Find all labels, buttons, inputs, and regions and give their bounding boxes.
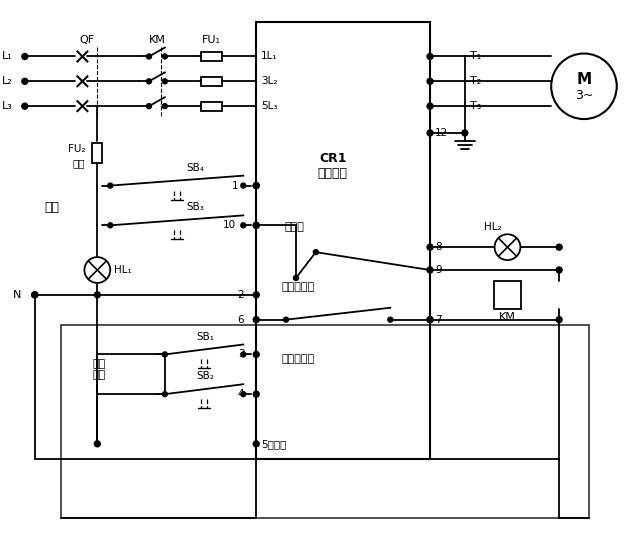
Text: 1L₁: 1L₁ (261, 51, 278, 62)
Text: L₃: L₃ (2, 101, 13, 111)
Text: T₂: T₂ (469, 76, 481, 86)
Circle shape (147, 79, 152, 84)
Text: HL₁: HL₁ (114, 265, 132, 275)
Text: FU₂: FU₂ (68, 144, 85, 154)
Circle shape (427, 130, 433, 136)
Circle shape (241, 183, 246, 188)
Bar (201, 77, 222, 86)
Text: 复位: 复位 (73, 158, 85, 168)
Text: 旁路继电器: 旁路继电器 (281, 354, 314, 365)
Text: 启动
停止: 启动 停止 (92, 359, 106, 380)
Text: L₁: L₁ (2, 51, 13, 62)
Circle shape (313, 250, 318, 255)
Bar (92, 143, 103, 163)
Text: 9: 9 (435, 265, 441, 275)
Circle shape (22, 78, 28, 84)
Circle shape (32, 292, 38, 298)
Text: 3: 3 (238, 349, 245, 360)
Text: T₁: T₁ (469, 51, 481, 62)
Bar (494, 281, 522, 309)
Bar (201, 102, 222, 111)
Circle shape (32, 292, 38, 298)
Text: L₂: L₂ (2, 76, 13, 86)
Circle shape (254, 317, 259, 323)
Text: SB₄: SB₄ (187, 163, 204, 173)
Circle shape (462, 130, 468, 136)
Text: SB₂: SB₂ (197, 371, 215, 382)
Text: SB₃: SB₃ (187, 202, 204, 213)
Circle shape (388, 317, 393, 322)
Circle shape (162, 352, 168, 357)
Text: 公共端: 公共端 (284, 222, 304, 232)
Circle shape (427, 267, 433, 273)
Circle shape (22, 53, 28, 59)
Circle shape (147, 54, 152, 59)
Circle shape (427, 103, 433, 109)
Circle shape (162, 392, 168, 397)
Text: 故障继电器: 故障继电器 (281, 282, 314, 292)
Text: 2: 2 (238, 290, 245, 300)
Circle shape (94, 292, 100, 298)
Circle shape (108, 223, 113, 228)
Circle shape (241, 223, 246, 228)
Circle shape (427, 244, 433, 250)
Circle shape (22, 103, 28, 109)
Circle shape (254, 183, 259, 189)
Circle shape (254, 441, 259, 447)
Circle shape (241, 352, 246, 357)
Circle shape (108, 183, 113, 188)
Circle shape (294, 275, 299, 281)
Text: N: N (13, 290, 21, 300)
Circle shape (147, 104, 152, 108)
Circle shape (427, 317, 433, 323)
Text: T₃: T₃ (469, 101, 481, 111)
Bar (61, 325, 589, 518)
Circle shape (162, 79, 168, 84)
Text: KM: KM (148, 34, 166, 45)
Circle shape (254, 352, 259, 358)
Text: 8: 8 (435, 242, 441, 252)
Text: M: M (576, 72, 592, 87)
Text: SB₁: SB₁ (197, 331, 215, 342)
Text: 6: 6 (238, 314, 245, 325)
Circle shape (427, 53, 433, 59)
Circle shape (254, 292, 259, 298)
Text: 5L₃: 5L₃ (261, 101, 278, 111)
Text: KM: KM (499, 312, 516, 322)
Circle shape (162, 54, 168, 59)
Text: 1: 1 (232, 180, 238, 191)
Text: 10: 10 (223, 220, 236, 231)
Circle shape (427, 78, 433, 84)
Circle shape (254, 222, 259, 228)
Circle shape (94, 441, 100, 447)
Text: 3L₂: 3L₂ (261, 76, 278, 86)
Circle shape (254, 222, 259, 228)
Text: 软启动器: 软启动器 (318, 167, 348, 180)
Text: 3~: 3~ (575, 89, 593, 102)
Text: 12: 12 (435, 128, 448, 138)
Circle shape (254, 391, 259, 397)
Bar (201, 52, 222, 61)
Text: HL₂: HL₂ (483, 222, 501, 232)
Text: QF: QF (80, 34, 95, 45)
Text: 5公共端: 5公共端 (261, 439, 287, 449)
Text: FU₁: FU₁ (202, 34, 221, 45)
Circle shape (556, 317, 562, 323)
Circle shape (556, 244, 562, 250)
Circle shape (162, 104, 168, 108)
Bar (256, 22, 430, 459)
Text: CR1: CR1 (319, 152, 347, 165)
Circle shape (241, 392, 246, 397)
Text: 急停: 急停 (45, 201, 60, 214)
Text: 7: 7 (435, 314, 441, 325)
Circle shape (254, 183, 259, 189)
Circle shape (427, 317, 433, 323)
Circle shape (283, 317, 289, 322)
Circle shape (556, 267, 562, 273)
Text: 4: 4 (238, 389, 245, 399)
